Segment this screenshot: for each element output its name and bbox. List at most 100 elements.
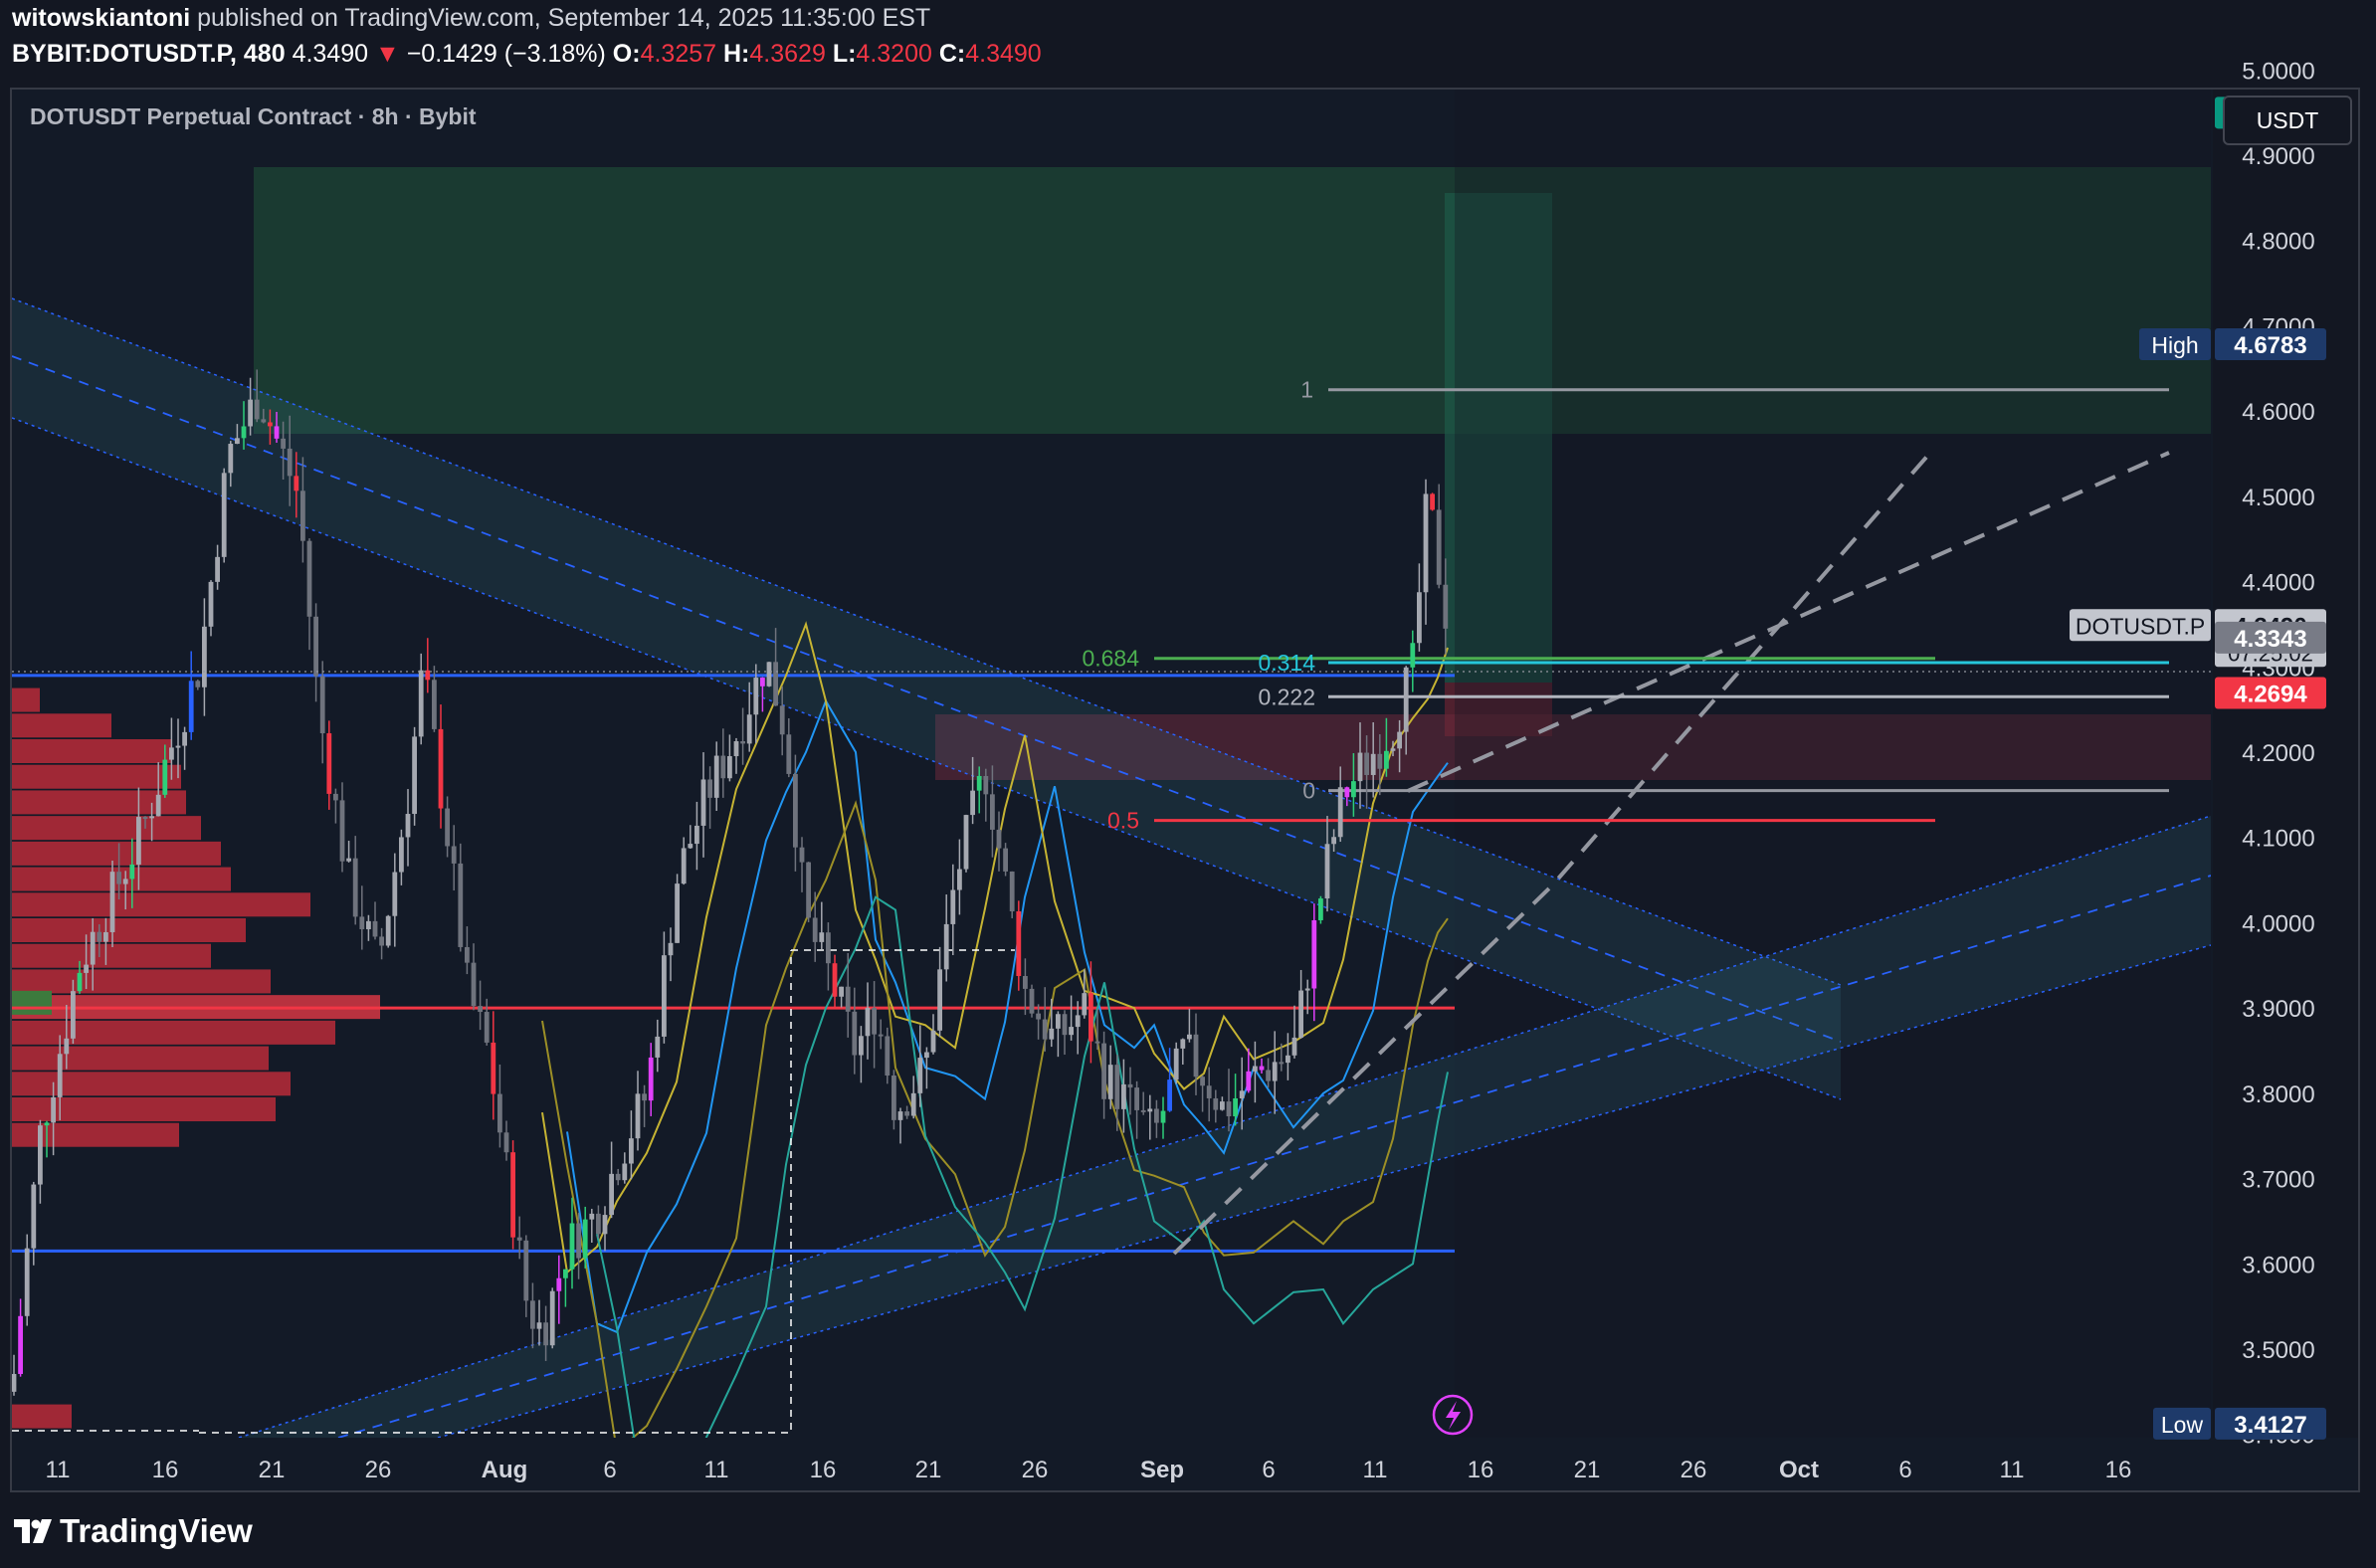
- author-name[interactable]: witowskiantoni: [12, 4, 191, 32]
- time-axis[interactable]: 11 16 21 26 Aug 6 11 16 21 26 Sep 6 11 16 21 26 Oct 6 11 16: [12, 1439, 2211, 1490]
- candle-body: [589, 1213, 595, 1220]
- close-label: C:: [938, 40, 966, 68]
- candle-body: [1147, 1108, 1153, 1112]
- candle-body: [563, 1269, 568, 1278]
- candle-body: [300, 490, 305, 541]
- candle-body: [970, 790, 975, 816]
- candle-body: [484, 1012, 490, 1043]
- price-tick-label: 4.4000: [2242, 570, 2314, 597]
- candle-body: [746, 714, 752, 744]
- candle-body: [1206, 1085, 1212, 1098]
- lightning-icon[interactable]: [1432, 1394, 1474, 1436]
- candle-body: [766, 662, 772, 686]
- price-tag-label-box: [2153, 1407, 2211, 1440]
- tradingview-logo[interactable]: TradingView: [14, 1512, 253, 1550]
- candle-body: [339, 800, 345, 862]
- candle-body: [845, 986, 851, 1012]
- open-value: 4.3257: [640, 40, 717, 68]
- candle-body: [662, 955, 667, 1037]
- candle-body: [432, 680, 437, 729]
- candle-body: [753, 678, 759, 715]
- candle-body: [859, 1036, 864, 1056]
- candle-body: [648, 1057, 654, 1101]
- candle-body: [976, 775, 982, 791]
- candle-body: [576, 1223, 581, 1259]
- candle-body: [228, 444, 234, 474]
- candle-body: [556, 1277, 562, 1291]
- time-tick-label: Sep: [1140, 1457, 1184, 1483]
- candle-body: [319, 676, 325, 734]
- horizontal-levels[interactable]: [12, 674, 1455, 1253]
- candle-body: [97, 931, 102, 942]
- candles[interactable]: [12, 369, 1449, 1396]
- candle-body: [1364, 752, 1369, 775]
- candle-body: [713, 755, 719, 798]
- candle-body: [1417, 592, 1422, 644]
- fib-retracement[interactable]: 1 0.684 0.314 0.222 0 0.5: [1082, 377, 2169, 834]
- price-tag-label-box: [2139, 328, 2211, 361]
- candle-body: [379, 936, 384, 946]
- time-tick-label: 6: [603, 1457, 616, 1483]
- candle-body: [503, 1132, 509, 1153]
- projection-paths[interactable]: [1172, 451, 2170, 1256]
- currency-button[interactable]: USDT: [2223, 96, 2352, 145]
- candle-body: [1200, 1077, 1205, 1086]
- candle-body: [1337, 787, 1343, 838]
- volume-profile-bar: [12, 918, 246, 942]
- candle-body: [904, 1111, 909, 1116]
- candle-body: [306, 540, 312, 617]
- candle-body: [1009, 871, 1015, 911]
- candle-body: [1233, 1097, 1238, 1117]
- price-tick-label: 4.8000: [2242, 229, 2314, 256]
- candle-body: [359, 916, 365, 930]
- candle-body: [458, 863, 464, 947]
- tradingview-wordmark: TradingView: [60, 1512, 253, 1549]
- candle-body: [996, 829, 1002, 849]
- candle-body: [642, 1093, 647, 1101]
- volume-profile-bar: [12, 816, 201, 841]
- time-tick-label: 11: [2000, 1457, 2025, 1483]
- price-tick-label: 4.1000: [2242, 826, 2314, 853]
- candle-body: [1134, 1087, 1139, 1110]
- bollinger-lower-line: [541, 800, 1449, 1438]
- candle-body: [465, 946, 470, 963]
- change-arrow: ▼: [374, 40, 400, 68]
- price-tick-label: 4.6000: [2242, 399, 2314, 426]
- time-tick-label: 21: [1574, 1457, 1601, 1483]
- candle-body: [937, 969, 942, 1031]
- candle-body: [622, 1163, 628, 1181]
- candle-body: [1443, 584, 1449, 629]
- price-axis[interactable]: 5.00004.90004.80004.70004.60004.50004.40…: [2213, 58, 2358, 1450]
- candle-body: [668, 942, 674, 956]
- candle-body: [1423, 493, 1429, 593]
- position-profit-zone[interactable]: [1445, 193, 1552, 683]
- candle-body: [235, 438, 240, 445]
- candle-body: [1344, 787, 1350, 798]
- price-tag-label: Low: [2161, 1412, 2204, 1438]
- candle-body: [943, 923, 949, 970]
- time-tick-label: 16: [152, 1457, 179, 1483]
- candle-body: [221, 473, 227, 557]
- time-tick-label: 11: [704, 1457, 729, 1483]
- candle-body: [832, 963, 838, 997]
- candle-body: [1173, 1048, 1179, 1080]
- time-tick-label: 16: [2105, 1457, 2132, 1483]
- candle-body: [1397, 731, 1402, 749]
- candle-body: [1062, 1014, 1068, 1036]
- price-tag-value: 4.6783: [2234, 332, 2306, 359]
- high-value: 4.3629: [749, 40, 826, 68]
- candle-body: [1042, 1019, 1048, 1040]
- candle-body: [1298, 990, 1303, 1038]
- candle-body: [122, 879, 128, 884]
- candle-body: [84, 964, 89, 973]
- publish-header: witowskiantoni published on TradingView.…: [0, 0, 2376, 88]
- descending-channel-bottom: [12, 417, 1842, 1100]
- candle-body: [438, 728, 444, 809]
- candle-body: [793, 773, 798, 848]
- symbol-interval: BYBIT:DOTUSDT.P, 480: [12, 40, 286, 68]
- candle-body: [1107, 1065, 1113, 1099]
- candle-body: [195, 681, 201, 687]
- candle-body: [1220, 1101, 1225, 1110]
- candle-body: [326, 733, 332, 794]
